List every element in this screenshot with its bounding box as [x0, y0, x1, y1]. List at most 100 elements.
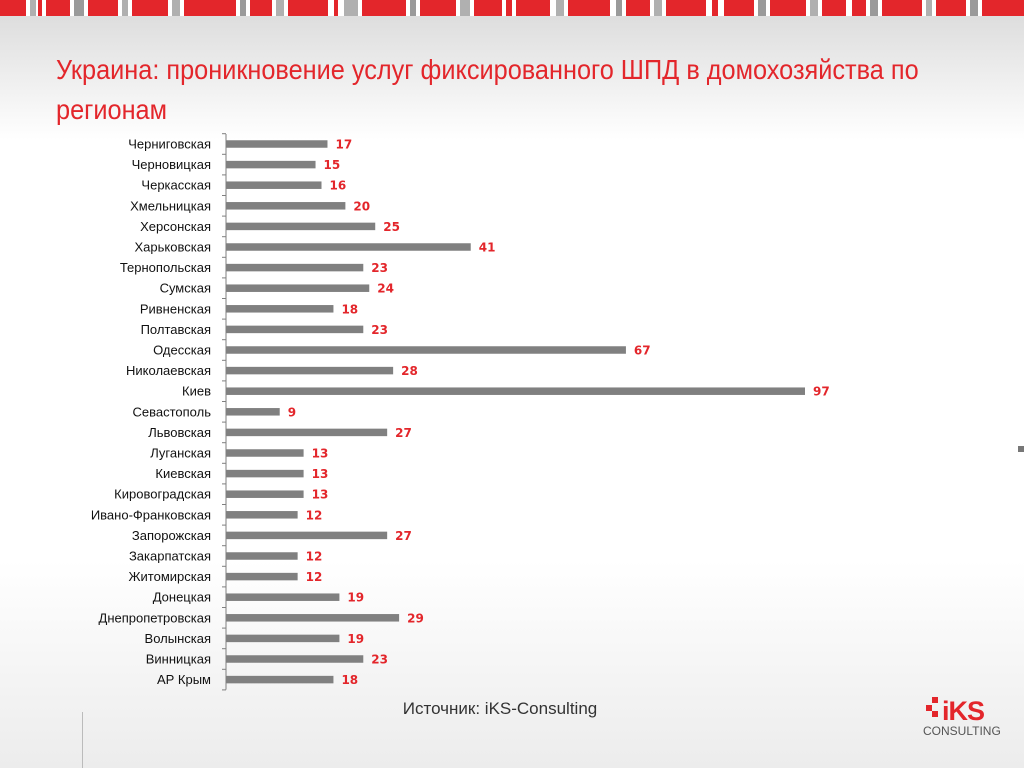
- category-label: Тернопольская: [120, 260, 211, 275]
- logo-squares-icon: [920, 697, 944, 721]
- bar: [226, 160, 316, 169]
- bar: [226, 552, 298, 560]
- stripe-segment: [616, 0, 622, 16]
- category-label: Киев: [182, 384, 211, 399]
- bar: [226, 572, 298, 581]
- bar: [226, 511, 298, 519]
- bar: [226, 387, 805, 395]
- stripe-segment: [712, 0, 718, 16]
- stripe-segment: [568, 0, 610, 16]
- stripe-segment: [288, 0, 328, 16]
- source-note: Источник: iKS-Consulting: [402, 699, 598, 718]
- bar: [226, 181, 322, 189]
- stripe-segment: [882, 0, 922, 16]
- bar: [226, 140, 328, 148]
- category-label: Херсонская: [140, 219, 211, 234]
- data-label: 25: [383, 220, 400, 234]
- logo-wordmark: iKS: [942, 696, 985, 726]
- bar: [226, 675, 334, 684]
- bar: [226, 593, 340, 601]
- data-label: 23: [371, 653, 388, 667]
- stripe-segment: [344, 0, 358, 16]
- stripe-segment: [870, 0, 878, 16]
- data-label: 19: [347, 591, 364, 605]
- bar: [226, 469, 304, 478]
- stripe-segment: [822, 0, 846, 16]
- data-label: 18: [341, 673, 358, 687]
- bar: [226, 408, 280, 416]
- page-title: Украина: проникновение услуг фиксированн…: [56, 54, 919, 125]
- category-label: Ивано-Франковская: [91, 507, 211, 522]
- bar: [226, 325, 364, 334]
- stripe-segment: [852, 0, 866, 16]
- iks-consulting-logo: iKS CONSULTING: [920, 696, 1001, 741]
- category-label: Черновицкая: [132, 157, 211, 172]
- decorative-vertical-line: [82, 712, 83, 768]
- stripe-segment: [122, 0, 128, 16]
- data-label: 13: [312, 488, 329, 502]
- bar: [226, 634, 340, 643]
- category-label: Севастополь: [133, 404, 212, 419]
- stripe-segment: [770, 0, 806, 16]
- category-label: Полтавская: [141, 322, 211, 337]
- data-label: 16: [330, 179, 347, 193]
- stripe-segment: [184, 0, 236, 16]
- stripe-segment: [46, 0, 70, 16]
- stripe-segment: [172, 0, 180, 16]
- data-label: 13: [312, 467, 329, 481]
- data-label: 27: [395, 426, 412, 440]
- stripe-segment: [460, 0, 470, 16]
- category-label: АР Крым: [157, 672, 211, 687]
- stripe-segment: [88, 0, 118, 16]
- category-label: Луганская: [150, 446, 211, 461]
- bar: [226, 449, 304, 457]
- category-label: Запорожская: [132, 528, 211, 543]
- stripe-segment: [334, 0, 338, 16]
- bar: [226, 305, 334, 313]
- stripe-segment: [758, 0, 766, 16]
- data-label: 24: [377, 282, 394, 296]
- category-label: Волынская: [145, 631, 211, 646]
- data-label: 12: [306, 570, 323, 584]
- bar: [226, 202, 346, 210]
- category-label: Днепропетровская: [99, 610, 211, 625]
- bar: [226, 284, 370, 292]
- category-label: Донецкая: [153, 590, 211, 605]
- category-label: Львовская: [148, 425, 211, 440]
- data-label: 12: [306, 508, 323, 522]
- data-label: 97: [813, 385, 830, 399]
- stripe-segment: [276, 0, 284, 16]
- stripe-segment: [38, 0, 42, 16]
- logo-subtitle: CONSULTING: [923, 724, 1001, 738]
- data-label: 13: [312, 447, 329, 461]
- category-label: Харьковская: [135, 240, 211, 255]
- category-label: Черниговская: [128, 137, 211, 152]
- stripe-segment: [626, 0, 650, 16]
- stripe-segment: [724, 0, 754, 16]
- bar: [226, 490, 304, 498]
- decorative-stripe-band: [0, 0, 1024, 16]
- stripe-segment: [506, 0, 512, 16]
- bar: [226, 614, 400, 622]
- data-label: 23: [371, 323, 388, 337]
- data-label: 67: [634, 344, 651, 358]
- stripe-segment: [74, 0, 84, 16]
- data-label: 29: [407, 611, 424, 625]
- bar: [226, 428, 388, 437]
- category-label: Хмельницкая: [130, 198, 211, 213]
- bar: [226, 366, 394, 375]
- stripe-segment: [516, 0, 550, 16]
- category-label: Ривненская: [140, 301, 211, 316]
- data-label: 9: [288, 405, 296, 419]
- bar: [226, 531, 388, 540]
- data-label: 20: [353, 199, 370, 213]
- stripe-segment: [982, 0, 1024, 16]
- bar: [226, 243, 471, 251]
- stripe-segment: [132, 0, 168, 16]
- category-label: Одесская: [153, 343, 211, 358]
- stripe-segment: [926, 0, 932, 16]
- data-label: 23: [371, 261, 388, 275]
- data-label: 15: [324, 158, 341, 172]
- bar: [226, 346, 626, 354]
